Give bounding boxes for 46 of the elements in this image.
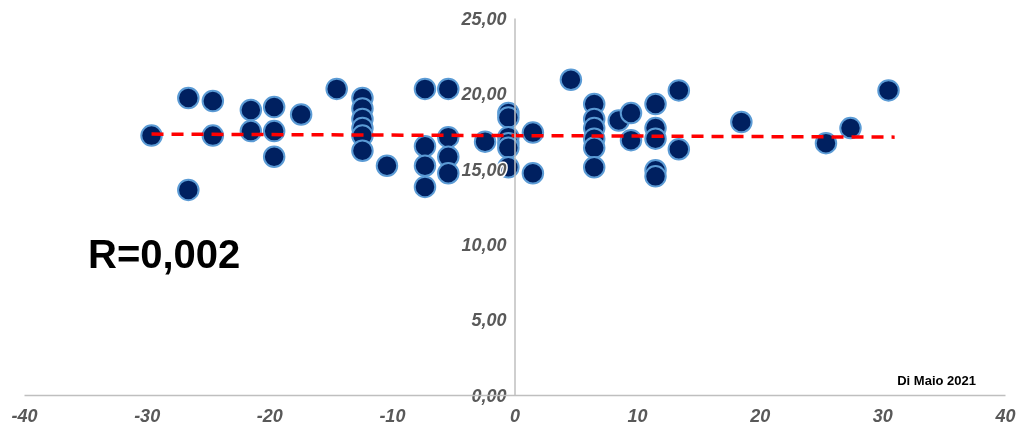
y-tick-label: 5,00 (471, 310, 507, 331)
x-tick-label: 20 (749, 405, 771, 426)
point (437, 77, 460, 101)
point (814, 131, 838, 155)
point (644, 165, 667, 188)
point (473, 130, 497, 153)
point (325, 77, 348, 101)
point (413, 77, 437, 101)
point (413, 134, 437, 158)
x-tick-label: -40 (11, 405, 38, 426)
x-tick-label: -20 (256, 405, 283, 426)
point (239, 98, 263, 122)
point (730, 110, 753, 134)
point (413, 154, 437, 178)
x-tick-label: 10 (627, 405, 648, 426)
point (521, 162, 545, 185)
point (839, 116, 862, 140)
point (413, 175, 437, 199)
x-tick-label: 30 (872, 405, 893, 426)
point (177, 178, 200, 202)
point (582, 156, 606, 179)
point (644, 92, 667, 116)
point (582, 136, 606, 159)
annotation: R=0,002 (88, 232, 241, 276)
x-tick-label: -10 (379, 405, 406, 426)
point (351, 139, 374, 162)
point (201, 89, 225, 113)
point (289, 103, 313, 126)
point (262, 145, 286, 168)
point (375, 154, 399, 178)
point (667, 137, 691, 161)
y-tick-label: 20,00 (460, 84, 507, 105)
point (619, 101, 643, 125)
point (667, 79, 691, 102)
point (559, 68, 583, 92)
y-tick-label: 25,00 (460, 8, 507, 29)
annotation: Di Maio 2021 (897, 373, 976, 388)
point (521, 121, 545, 144)
point (437, 162, 460, 185)
x-tick-label: 0 (509, 405, 521, 426)
point (262, 95, 286, 119)
x-tick-label: -30 (134, 405, 161, 426)
point (177, 86, 200, 110)
x-tick-label: 40 (994, 405, 1016, 426)
y-tick-label: 10,00 (461, 235, 507, 255)
point (877, 79, 900, 102)
